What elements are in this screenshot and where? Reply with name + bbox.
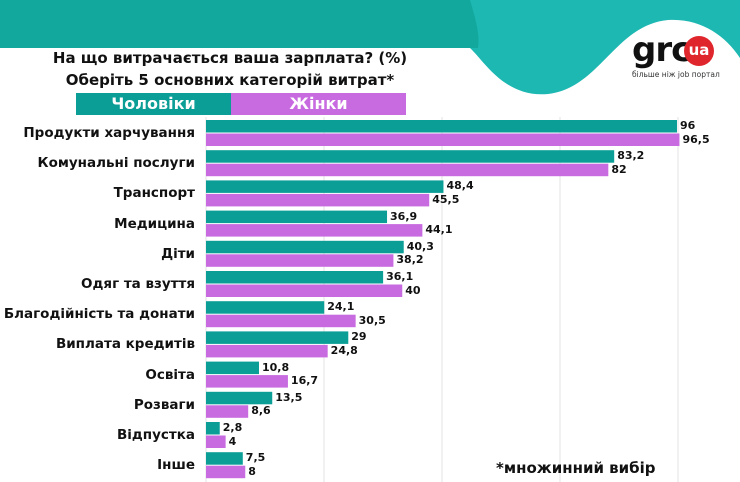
logo-tagline: більше ніж job портал [632,70,720,79]
data-label: 29 [351,330,367,344]
bar-women [206,163,609,177]
bars [206,120,680,479]
data-label: 83,2 [617,149,645,163]
bar-women [206,254,394,267]
legend-men: Чоловіки [76,93,231,115]
bar-women [206,133,680,146]
header-band [0,0,479,48]
footnote: *множинний вибір [496,459,656,477]
data-label: 8,6 [251,404,271,418]
bar-men [206,301,325,314]
category-label: Відпустка [116,427,195,443]
data-label: 36,1 [386,270,414,283]
data-label: 10,8 [261,360,290,374]
bar-men [206,210,388,224]
data-label: 13,5 [275,390,303,404]
legend-women: Жінки [231,93,406,115]
bar-women [206,193,430,207]
category-label: Виплата кредитів [55,336,195,353]
data-label: 82 [611,162,627,176]
chart-title: На що витрачається ваша зарплата? (%) [52,49,408,67]
logo: grc ua більше ніж job портал [632,30,720,79]
bar-men [206,180,444,193]
data-label: 44,1 [425,223,453,237]
data-label: 96,5 [682,132,710,146]
data-label: 40,3 [406,239,434,253]
data-label: 24,8 [330,343,358,357]
data-label: 8 [248,464,256,478]
bar-women [206,375,288,388]
logo-text: grc [632,30,691,70]
chart-subtitle: Оберіть 5 основних категорій витрат* [65,71,395,89]
gridlines [205,117,679,482]
bar-men [206,422,220,435]
data-label: 40 [405,283,421,297]
data-label: 45,5 [432,192,460,206]
data-label: 38,2 [396,253,424,267]
category-label: Освіта [145,366,195,383]
category-label: Транспорт [113,185,195,202]
bar-men [206,240,404,254]
bar-women [206,405,249,418]
data-label: 96 [680,119,696,132]
bar-men [206,452,243,465]
data-label: 7,5 [245,451,266,465]
data-label: 2,8 [222,421,243,434]
bar-women [206,314,356,328]
bar-women [206,344,328,358]
category-label: Одяг та взуття [81,276,195,292]
logo-badge: ua [684,36,714,66]
category-label: Медицина [114,215,195,232]
data-label: 24,1 [327,300,355,314]
bar-men [206,361,259,375]
category-label: Комунальні послуги [37,155,195,172]
category-label: Діти [161,245,195,262]
bar-men [206,391,273,405]
bar-women [206,435,226,448]
category-label: Інше [157,457,195,474]
data-label: 48,4 [446,179,474,193]
data-label: 36,9 [390,209,418,223]
bar-women [206,224,423,237]
bar-men [206,331,349,344]
data-label: 30,5 [358,313,386,327]
bar-men [206,120,677,133]
category-label: Благодійність та донати [3,306,195,323]
bar-men [206,150,615,163]
data-label: 4 [228,434,237,448]
data-label: 16,7 [290,374,319,388]
bar-men [206,271,384,284]
category-label: Розваги [133,396,195,413]
bar-women [206,465,246,479]
category-label: Продукти харчування [23,125,195,141]
bar-women [206,284,403,297]
